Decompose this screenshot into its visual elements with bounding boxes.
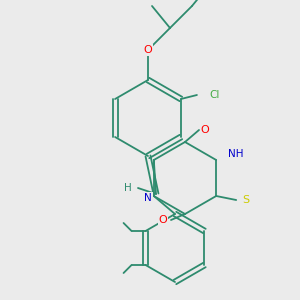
Text: Cl: Cl xyxy=(209,90,219,100)
Text: N: N xyxy=(144,193,152,203)
Text: H: H xyxy=(124,183,132,193)
Text: O: O xyxy=(159,215,167,225)
Text: O: O xyxy=(201,125,209,135)
Text: S: S xyxy=(243,195,250,205)
Text: NH: NH xyxy=(228,149,244,159)
Text: O: O xyxy=(144,45,152,55)
